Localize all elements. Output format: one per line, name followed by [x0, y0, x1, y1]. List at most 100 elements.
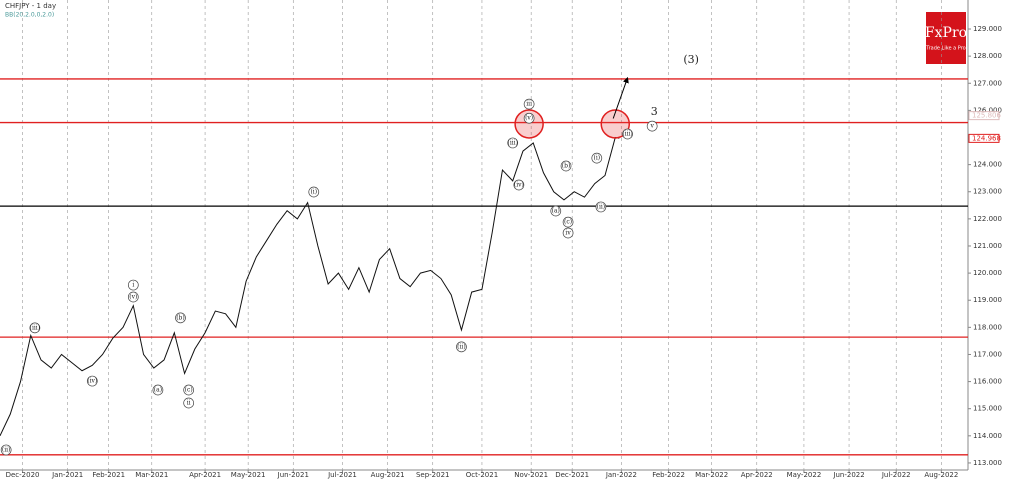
chart-title: CHFJPY - 1 day [5, 2, 56, 10]
y-tick-label: 120.000 [973, 269, 1002, 277]
wave-circle [523, 112, 535, 124]
wave-circle [183, 384, 195, 396]
wave-circle [523, 98, 535, 110]
y-tick-label: 129.000 [973, 25, 1002, 33]
wave-circle [507, 137, 519, 149]
wave-circle [29, 322, 41, 334]
wave-label: (iii) [622, 130, 632, 137]
wave-label: (i) [310, 189, 317, 196]
x-tick-label: Jul-2022 [881, 471, 911, 479]
wave-label: (i) [593, 155, 600, 162]
wave-label: (c) [185, 386, 193, 393]
x-tick-label: Dec-2021 [555, 471, 589, 479]
wave-circle [513, 179, 525, 191]
price-label-box [968, 111, 1000, 121]
wave-label: (v) [129, 293, 137, 300]
wave-circle [175, 312, 186, 324]
price-label-box [968, 133, 1000, 143]
x-tick-label: Dec-2020 [6, 471, 40, 479]
x-tick-label: Jan-2021 [51, 471, 83, 479]
x-tick-label: Sep-2021 [416, 471, 450, 479]
wave-circle [622, 128, 633, 140]
wave-label: (b) [176, 314, 185, 321]
x-tick-label: Apr-2022 [741, 471, 773, 479]
highlight-circle [514, 109, 544, 139]
price-line [0, 136, 620, 437]
x-tick-label: Aug-2021 [371, 471, 405, 479]
wave-label: (iii) [30, 324, 40, 331]
wave-label: iv [565, 229, 571, 236]
wave-label: (iii) [507, 139, 517, 146]
logo-tagline: Trade Like a Pro [925, 46, 965, 52]
wave-label: (ii) [457, 343, 466, 350]
wave-label: (a) [552, 207, 560, 214]
wave-circle [127, 291, 139, 303]
x-tick-label: Aug-2022 [924, 471, 958, 479]
wave-circle [308, 186, 320, 198]
wave-label: (ii) [597, 203, 606, 210]
wave-circle [560, 160, 572, 172]
wave-label: (b) [562, 162, 571, 169]
wave-label: v [649, 123, 654, 130]
y-tick-label: 128.000 [973, 52, 1002, 60]
wave-label: ii [187, 400, 191, 407]
x-tick-label: Mar-2022 [695, 471, 728, 479]
y-tick-label: 127.000 [973, 79, 1002, 87]
wave-circle [152, 384, 164, 396]
wave-label: (ii) [2, 446, 11, 453]
x-tick-label: Mar-2021 [135, 471, 168, 479]
wave-circle [562, 227, 574, 239]
x-tick-label: Feb-2022 [652, 471, 685, 479]
wave-label: (c) [564, 219, 572, 226]
wave-label: i [132, 282, 134, 289]
wave-label: (a) [154, 386, 162, 393]
wave-label: (iv) [87, 378, 97, 385]
wave-circle [0, 444, 12, 456]
wave-label: (3) [683, 53, 699, 66]
wave-circle [591, 152, 603, 164]
highlight-circle [600, 109, 631, 139]
logo-name: FxPro [925, 25, 967, 41]
wave-label: (v) [525, 115, 533, 122]
y-tick-label: 114.000 [973, 432, 1002, 440]
logo-box [926, 12, 966, 64]
x-tick-label: May-2021 [231, 471, 266, 479]
wave-label: 3 [651, 105, 658, 118]
chart-subtitle: BB(20,2.0,0,2.0) [5, 12, 54, 19]
wave-circle [562, 216, 574, 228]
wave-circle [550, 205, 562, 217]
wave-circle [86, 375, 98, 387]
y-tick-label: 115.000 [973, 405, 1002, 413]
y-tick-label: 118.000 [973, 323, 1002, 331]
y-tick-label: 113.000 [973, 459, 1002, 467]
x-tick-label: Jan-2022 [605, 471, 637, 479]
y-tick-label: 116.000 [973, 378, 1002, 386]
wave-circle [595, 201, 607, 213]
x-tick-label: Jul-2021 [327, 471, 357, 479]
y-tick-label: 119.000 [973, 296, 1002, 304]
price-label: 124.968 [972, 134, 1001, 142]
x-tick-label: Jun-2021 [277, 471, 309, 479]
x-tick-label: Nov-2021 [514, 471, 548, 479]
wave-label: iii [526, 101, 532, 108]
y-tick-label: 122.000 [973, 215, 1002, 223]
price-label: 125.806 [972, 112, 1001, 120]
wave-label: (iv) [514, 181, 524, 188]
y-tick-label: 124.000 [973, 161, 1002, 169]
projection-arrow [612, 76, 629, 119]
y-tick-label: 121.000 [973, 242, 1002, 250]
x-tick-label: Feb-2021 [92, 471, 125, 479]
y-tick-label: 123.000 [973, 188, 1002, 196]
wave-circle [646, 120, 658, 132]
y-tick-label: 126.000 [973, 106, 1002, 114]
x-tick-label: Oct-2021 [466, 471, 498, 479]
wave-circle [183, 397, 195, 409]
x-tick-label: Jun-2022 [832, 471, 864, 479]
wave-circle [456, 341, 467, 353]
x-tick-label: Apr-2021 [189, 471, 221, 479]
y-tick-label: 117.000 [973, 350, 1002, 358]
x-tick-label: May-2022 [787, 471, 822, 479]
wave-circle [127, 279, 139, 291]
